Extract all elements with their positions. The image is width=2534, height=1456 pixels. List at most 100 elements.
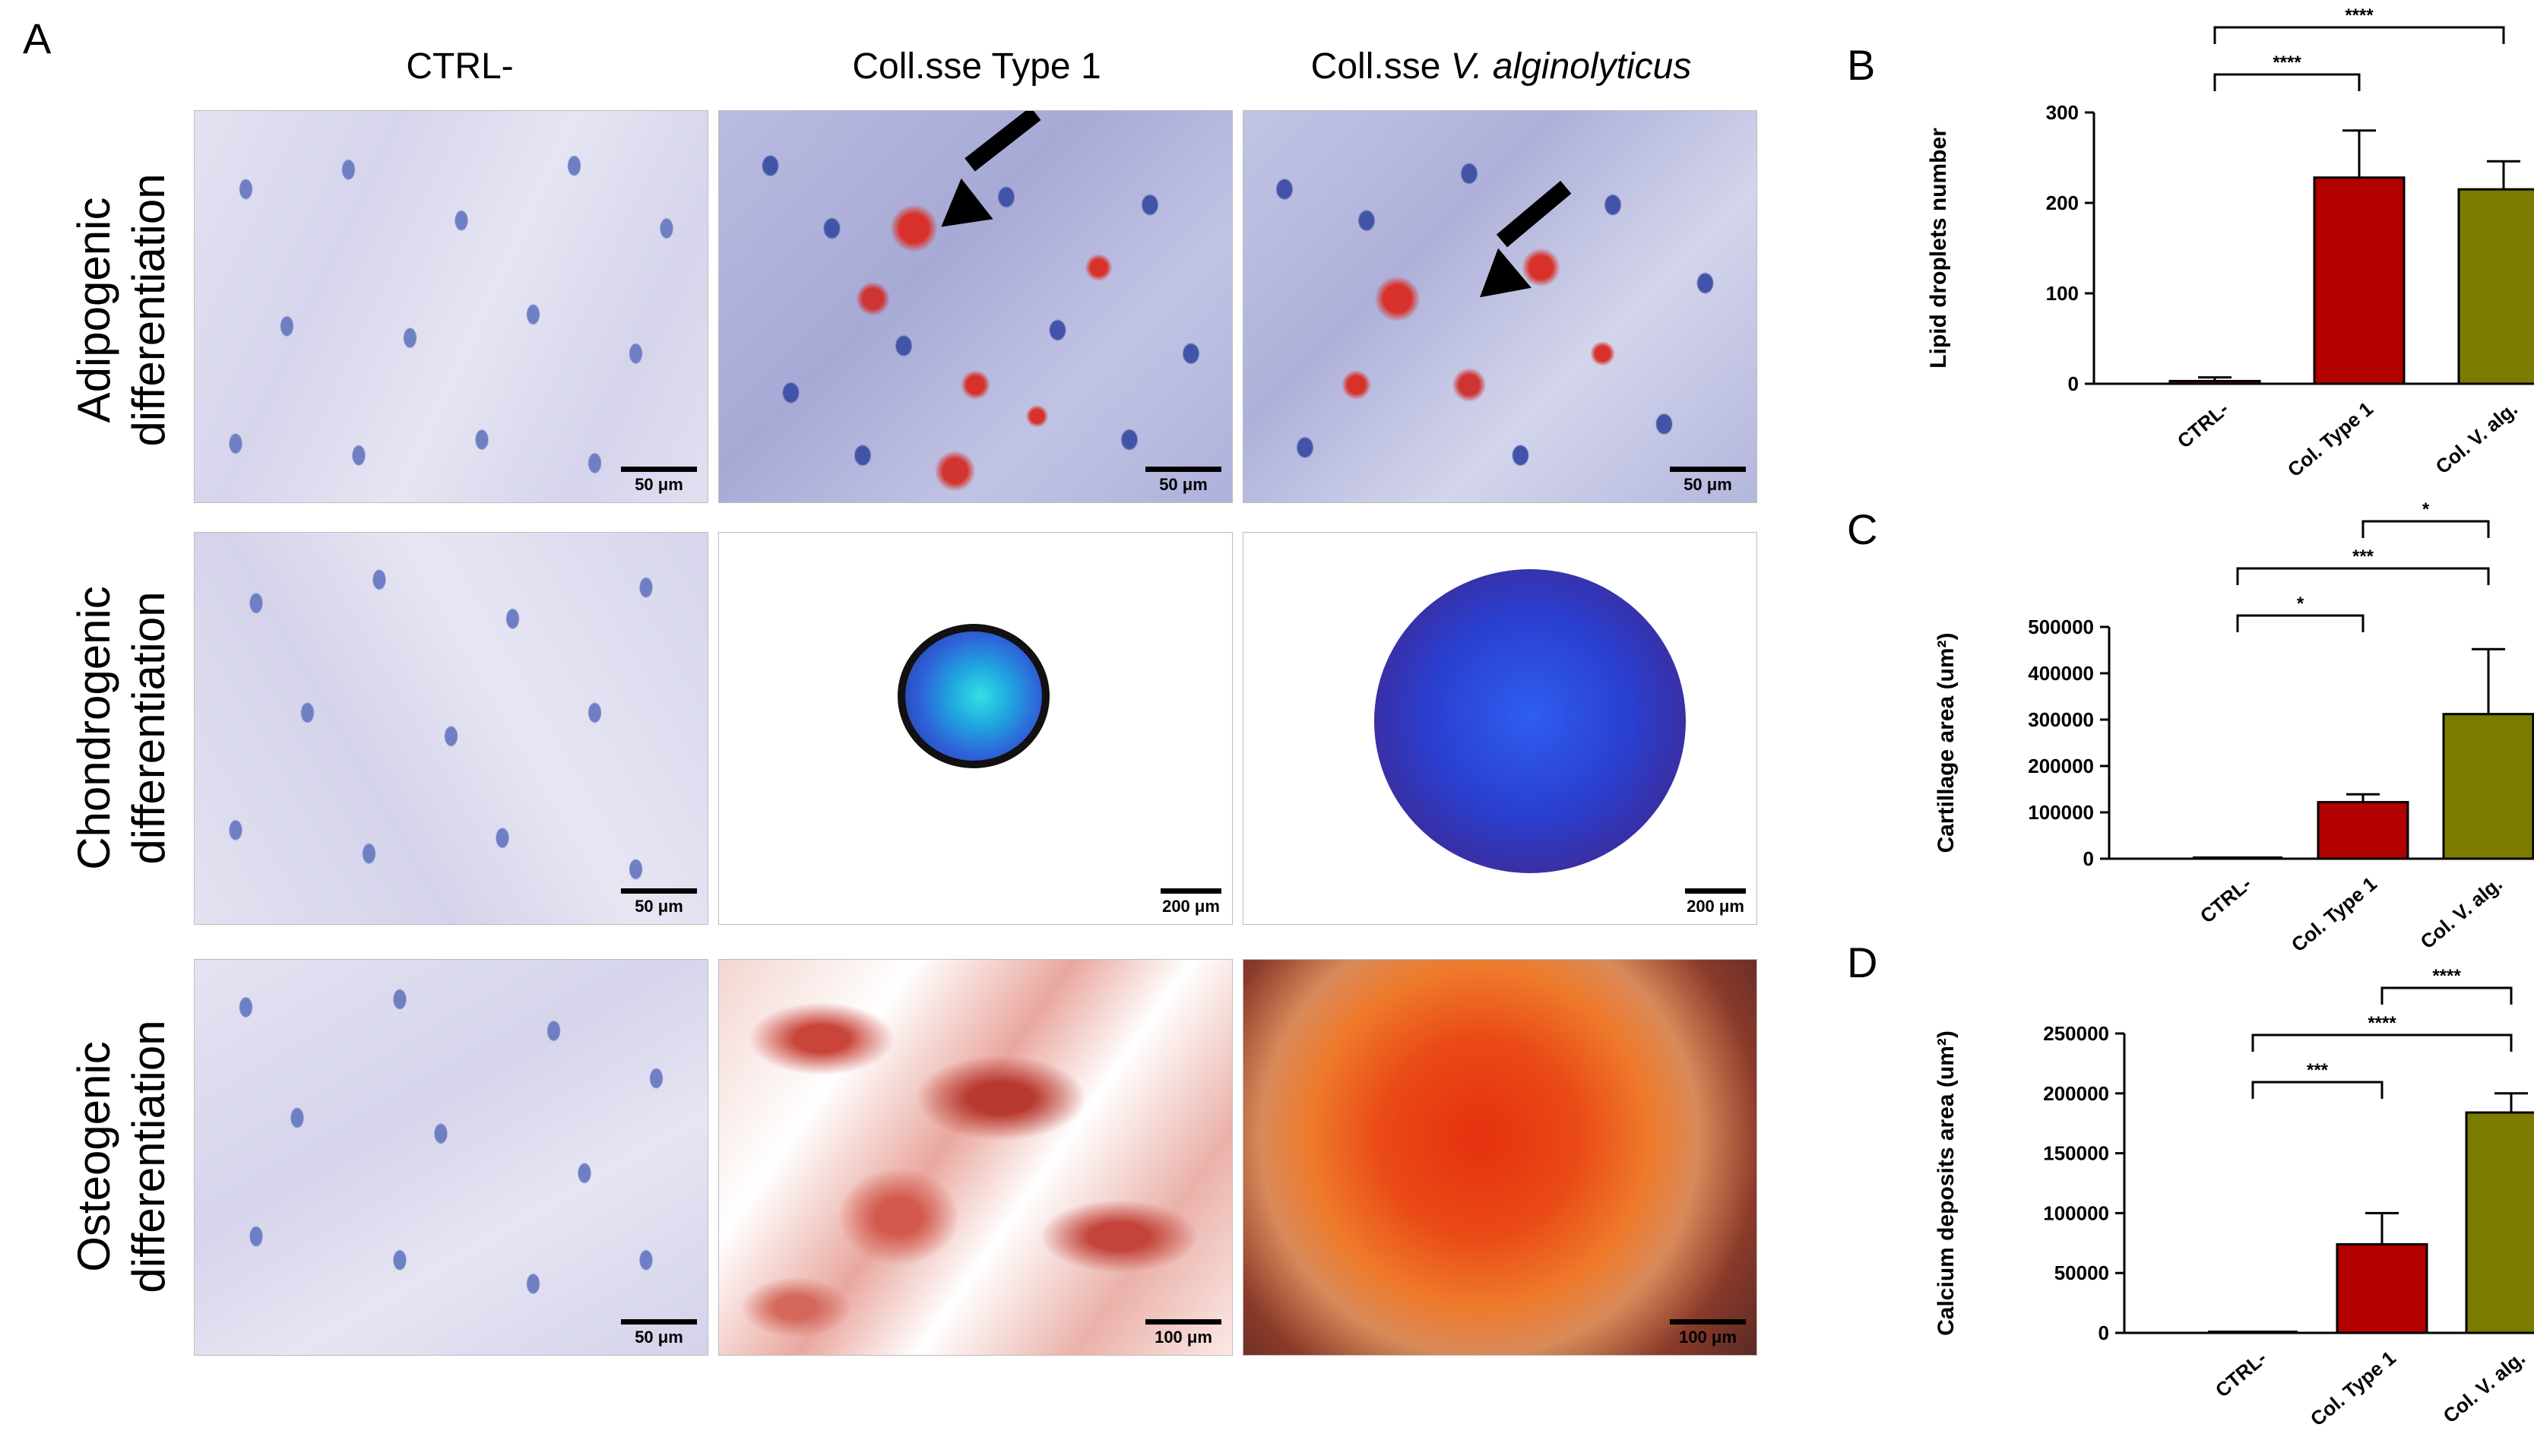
row-header-adipogenic: Adipogenic differentiation (67, 173, 176, 446)
bar-1 (2336, 1242, 2428, 1334)
scale-bar-label: 200 μm (1162, 897, 1220, 916)
significance-label-1: **** (2345, 5, 2374, 26)
scale-bar-line (1670, 467, 1746, 472)
significance-bracket-2 (2380, 986, 2513, 1005)
chart-d: D 0 50000 100000 150000 200000 250000 Calcium d… (1847, 938, 2534, 1431)
scale-bar-label: 100 μm (1679, 1328, 1737, 1347)
row-header-chondrogenic-line2: differentiation (123, 591, 174, 865)
micrograph-osteogenic-valg: 100 μm (1243, 959, 1757, 1356)
significance-bracket-0 (2236, 614, 2365, 632)
scale-bar-adipogenic-ctrl: 50 μm (621, 467, 697, 495)
scale-bar-line (1145, 1319, 1221, 1325)
scale-bar-line (621, 467, 697, 472)
y-tick-label: 0 (2068, 372, 2079, 395)
cartilage-pellet-large (1374, 569, 1686, 873)
category-label-0: CTRL- (2196, 872, 2256, 928)
row-header-chondrogenic: Chondrogenic differentiation (67, 586, 176, 870)
scale-bar-adipogenic-valg: 50 μm (1670, 467, 1746, 495)
arrowhead-icon (1463, 248, 1531, 318)
row-header-chondrogenic-line1: Chondrogenic (68, 586, 119, 870)
micrograph-adipogenic-type1: 50 μm (718, 110, 1233, 503)
scale-bar-label: 50 μm (1684, 475, 1732, 494)
scale-bar-adipogenic-type1: 50 μm (1145, 467, 1221, 495)
y-tick-label: 500000 (2028, 616, 2094, 638)
arrow-icon (1496, 180, 1572, 248)
column-header-valg: Coll.sse V. alginolyticus (1243, 46, 1760, 87)
y-tick-label: 100000 (2028, 801, 2094, 824)
significance-bracket-0 (2251, 1081, 2384, 1099)
y-tick-label: 300000 (2028, 708, 2094, 731)
chart-b: B 0 100 200 300 Lipid droplets number CTRL- Col… (1847, 5, 2534, 482)
y-tick-label: 200000 (2043, 1082, 2109, 1105)
scale-bar-line (1670, 1319, 1746, 1325)
scale-bar-line (621, 1319, 697, 1325)
y-axis-label: Calcium deposits area (um²) (1934, 1030, 1959, 1336)
y-tick-label: 200 (2046, 191, 2079, 214)
category-label-2: Col. V. alg. (2439, 1347, 2529, 1428)
chart-c: C 0 100000 200000 300000 400000 500000 Cartilla… (1847, 499, 2534, 957)
micrograph-chondrogenic-ctrl: 50 μm (194, 532, 708, 925)
micrograph-adipogenic-valg: 50 μm (1243, 110, 1757, 503)
panel-letter-b: B (1847, 41, 1875, 89)
scale-bar-label: 50 μm (1159, 475, 1208, 494)
significance-label-1: *** (2352, 546, 2374, 567)
significance-bracket-1 (2236, 567, 2490, 585)
scale-bar-chondrogenic-ctrl: 50 μm (621, 888, 697, 916)
category-label-0: CTRL- (2211, 1347, 2271, 1402)
panel-letter-d: D (1847, 938, 1877, 986)
y-tick-label: 100 (2046, 282, 2079, 305)
scale-bar-line (1145, 467, 1221, 472)
column-header-valg-species: V. alginolyticus (1450, 46, 1692, 87)
scale-bar-osteogenic-ctrl: 50 μm (621, 1319, 697, 1347)
scale-bar-osteogenic-type1: 100 μm (1145, 1319, 1221, 1347)
significance-label-2: **** (2432, 966, 2461, 986)
significance-label-0: * (2297, 593, 2304, 614)
y-tick-label: 0 (2083, 847, 2094, 870)
bar-2 (2457, 188, 2534, 385)
scale-bar-osteogenic-valg: 100 μm (1670, 1319, 1746, 1347)
bar-2 (2465, 1111, 2534, 1334)
scale-bar-chondrogenic-valg: 200 μm (1685, 888, 1746, 916)
significance-bracket-0 (2213, 73, 2361, 91)
row-header-osteogenic: Osteogenic differentiation (67, 1020, 176, 1293)
bar-1 (2313, 176, 2406, 385)
category-label-0: CTRL- (2173, 397, 2233, 453)
y-tick-label: 200000 (2028, 755, 2094, 777)
scale-bar-label: 50 μm (635, 897, 683, 916)
category-label-1: Col. Type 1 (2283, 397, 2377, 482)
scale-bar-line (1161, 888, 1221, 894)
y-axis-label: Cartillage area (um²) (1934, 632, 1959, 853)
micrograph-chondrogenic-type1: 200 μm (718, 532, 1233, 925)
row-header-adipogenic-line2: differentiation (123, 173, 174, 447)
column-header-valg-prefix: Coll.sse (1310, 46, 1441, 87)
cartilage-pellet-small (898, 624, 1050, 768)
arrowhead-icon (925, 178, 993, 248)
arrow-icon (965, 111, 1041, 172)
column-header-type1: Coll.sse Type 1 (852, 46, 1101, 87)
scale-bar-label: 50 μm (635, 475, 683, 494)
category-label-1: Col. Type 1 (2306, 1347, 2400, 1431)
y-tick-label: 150000 (2043, 1142, 2109, 1165)
y-tick-label: 0 (2098, 1321, 2109, 1344)
panel-a-letter: A (23, 14, 52, 62)
y-tick-label: 300 (2046, 101, 2079, 124)
significance-label-1: **** (2368, 1013, 2396, 1033)
y-tick-label: 400000 (2028, 662, 2094, 685)
row-header-osteogenic-line2: differentiation (123, 1020, 174, 1293)
significance-bracket-2 (2361, 520, 2490, 538)
y-tick-label: 50000 (2054, 1261, 2109, 1284)
significance-bracket-1 (2213, 26, 2505, 44)
row-header-adipogenic-line1: Adipogenic (68, 197, 119, 423)
micrograph-osteogenic-type1: 100 μm (718, 959, 1233, 1356)
bar-0 (2168, 379, 2261, 385)
scale-bar-chondrogenic-type1: 200 μm (1161, 888, 1221, 916)
significance-label-0: *** (2307, 1060, 2329, 1081)
row-header-osteogenic-line1: Osteogenic (68, 1041, 119, 1272)
y-tick-label: 250000 (2043, 1022, 2109, 1045)
significance-bracket-1 (2251, 1033, 2513, 1052)
bar-2 (2442, 713, 2534, 860)
scale-bar-line (1685, 888, 1746, 894)
significance-label-2: * (2422, 499, 2430, 520)
micrograph-chondrogenic-valg: 200 μm (1243, 532, 1757, 925)
y-tick-label: 100000 (2043, 1201, 2109, 1224)
